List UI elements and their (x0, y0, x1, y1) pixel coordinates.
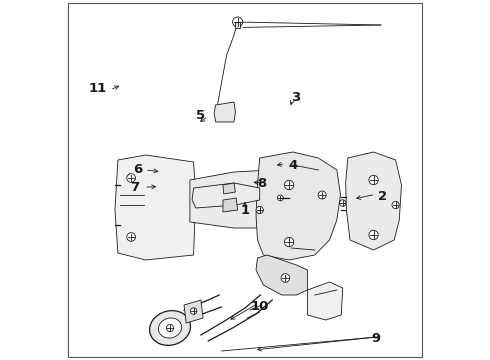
Polygon shape (190, 170, 322, 228)
Circle shape (190, 308, 197, 314)
Text: 2: 2 (378, 190, 387, 203)
Circle shape (277, 195, 283, 201)
Circle shape (340, 200, 346, 206)
Text: 7: 7 (130, 181, 139, 194)
Text: 8: 8 (257, 177, 267, 190)
Polygon shape (223, 198, 238, 212)
Circle shape (256, 206, 263, 213)
Polygon shape (345, 152, 401, 250)
Bar (236, 22, 240, 28)
Polygon shape (192, 183, 260, 208)
Polygon shape (115, 155, 196, 260)
Circle shape (167, 324, 173, 332)
Circle shape (284, 237, 294, 247)
Text: 1: 1 (241, 204, 249, 217)
Circle shape (369, 175, 378, 185)
Text: 5: 5 (196, 109, 205, 122)
Circle shape (127, 233, 135, 241)
Text: 6: 6 (133, 163, 143, 176)
Polygon shape (184, 300, 203, 323)
Circle shape (127, 174, 135, 182)
Polygon shape (214, 102, 236, 122)
Ellipse shape (149, 311, 191, 345)
Circle shape (369, 230, 378, 240)
Polygon shape (256, 152, 341, 260)
Polygon shape (223, 183, 236, 194)
Text: 9: 9 (371, 332, 380, 345)
Circle shape (281, 274, 290, 282)
Circle shape (284, 180, 294, 190)
Text: 10: 10 (250, 300, 269, 312)
Text: 11: 11 (88, 82, 106, 95)
Circle shape (392, 201, 399, 208)
Text: 3: 3 (291, 91, 300, 104)
Polygon shape (307, 282, 343, 320)
Text: 4: 4 (288, 159, 297, 172)
Circle shape (318, 191, 326, 199)
Ellipse shape (158, 318, 182, 338)
Polygon shape (256, 255, 307, 295)
Circle shape (233, 17, 243, 27)
